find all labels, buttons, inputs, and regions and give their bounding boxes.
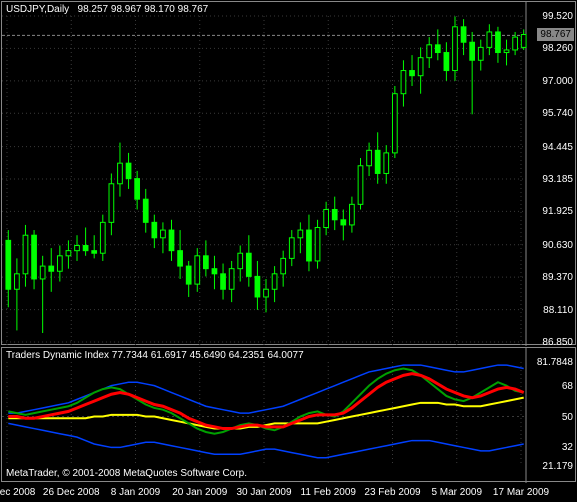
x-tick-label: 23 Feb 2009 [363, 487, 423, 498]
indicator-v4: 64.2351 [229, 350, 265, 361]
x-tick-label: 11 Feb 2009 [298, 487, 358, 498]
y-tick-label: 90.630 [528, 240, 573, 251]
y-tick-label: 91.925 [528, 206, 573, 217]
indicator-y-tick: 21.179 [528, 461, 573, 472]
indicator-y-tick: 32 [528, 442, 573, 453]
chart-container: USDJPY,Daily 98.257 98.967 98.170 98.767… [0, 0, 577, 502]
y-tick-label: 99.520 [528, 11, 573, 22]
y-tick-label: 95.740 [528, 108, 573, 119]
ohlc-close: 98.767 [178, 4, 209, 15]
ohlc-high: 98.967 [111, 4, 142, 15]
x-tick-label: 26 Dec 2008 [41, 487, 101, 498]
x-tick-label: 5 Mar 2009 [427, 487, 487, 498]
indicator-v3: 45.6490 [190, 350, 226, 361]
indicator-v5: 64.0077 [268, 350, 304, 361]
ohlc-low: 98.170 [144, 4, 175, 15]
copyright-label: MetaTrader, © 2001-2008 MetaQuotes Softw… [6, 468, 247, 479]
candlestick-svg [2, 2, 577, 346]
indicator-y-tick: 81.7848 [528, 357, 573, 368]
symbol-label: USDJPY,Daily [6, 4, 69, 15]
x-tick-label: 15 Dec 2008 [0, 487, 37, 498]
indicator-panel[interactable]: Traders Dynamic Index 77.7344 61.6917 45… [1, 347, 576, 482]
x-tick-label: 20 Jan 2009 [170, 487, 230, 498]
ohlc-open: 98.257 [78, 4, 109, 15]
y-tick-label: 98.260 [528, 43, 573, 54]
indicator-y-tick: 50 [528, 412, 573, 423]
x-tick-label: 17 Mar 2009 [491, 487, 551, 498]
x-tick-label: 30 Jan 2009 [234, 487, 294, 498]
y-tick-label: 97.000 [528, 76, 573, 87]
x-axis: 15 Dec 2008 26 Dec 2008 8 Jan 2009 20 Jan 2… [0, 486, 577, 500]
main-chart-title: USDJPY,Daily 98.257 98.967 98.170 98.767 [6, 4, 208, 15]
indicator-title: Traders Dynamic Index 77.7344 61.6917 45… [6, 350, 304, 361]
x-tick-label: 8 Jan 2009 [106, 487, 166, 498]
main-chart-panel[interactable]: USDJPY,Daily 98.257 98.967 98.170 98.767… [1, 1, 576, 345]
y-tick-label: 88.110 [528, 305, 573, 316]
indicator-v1: 77.7344 [112, 350, 148, 361]
indicator-v2: 61.6917 [151, 350, 187, 361]
indicator-y-tick: 68 [528, 381, 573, 392]
y-tick-label: 94.445 [528, 142, 573, 153]
indicator-svg [2, 348, 577, 483]
indicator-name: Traders Dynamic Index [6, 350, 109, 361]
y-tick-label: 89.370 [528, 272, 573, 283]
current-price-box: 98.767 [537, 28, 574, 41]
y-tick-label: 93.185 [528, 174, 573, 185]
